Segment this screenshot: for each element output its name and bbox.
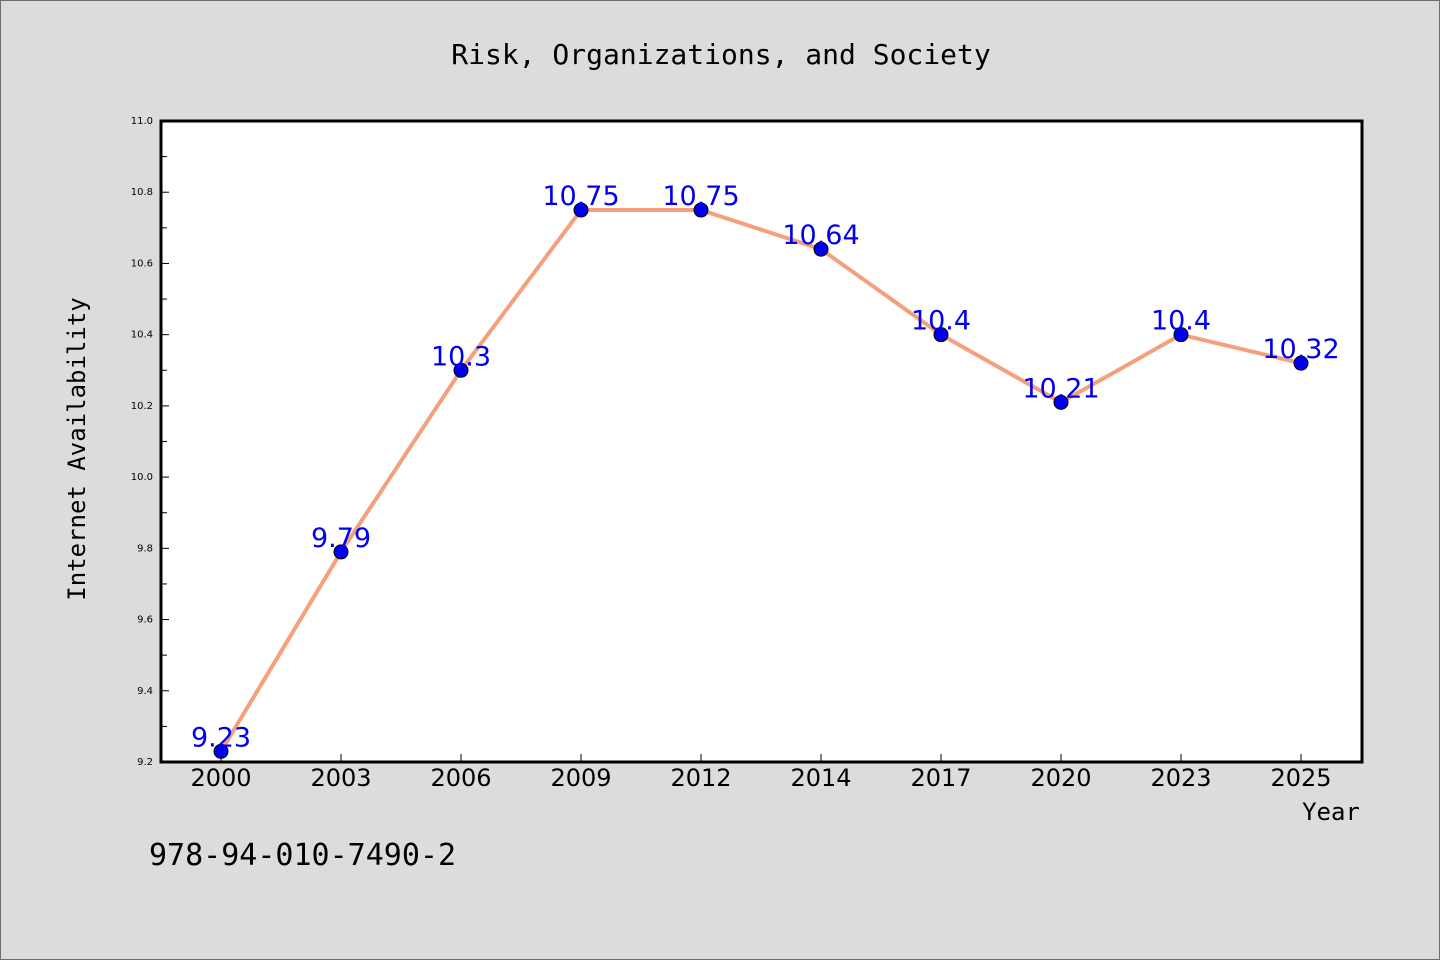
x-tick-label: 2017 (910, 764, 971, 792)
y-tick-label: 10.8 (131, 187, 153, 198)
isbn-footer: 978-94-010-7490-2 (149, 838, 456, 873)
data-label: 9.23 (191, 722, 251, 753)
data-label: 10.75 (542, 181, 619, 212)
data-label: 10.21 (1022, 373, 1099, 404)
data-label: 9.79 (311, 523, 371, 554)
x-tick-label: 2006 (430, 764, 491, 792)
y-axis: 9.2 9.4 9.6 9.8 10.0 10.2 10.4 10.6 10.8 11.0 (131, 116, 169, 768)
x-tick-label: 2020 (1030, 764, 1091, 792)
data-point (1173, 327, 1189, 343)
plot-frame (159, 119, 1364, 764)
data-markers (213, 202, 1309, 759)
data-point (813, 241, 829, 257)
data-point (1053, 394, 1069, 410)
x-tick-label: 2012 (670, 764, 731, 792)
y-tick-label: 9.6 (137, 615, 153, 626)
x-tick-label: 2003 (310, 764, 371, 792)
x-axis: 2000 2003 2006 2009 2012 2014 2017 2020 2023 2025 (190, 754, 1332, 792)
data-label: 10.4 (1151, 306, 1211, 337)
data-point (213, 743, 229, 759)
y-tick-label: 10.4 (131, 330, 153, 341)
data-label: 10.64 (782, 220, 859, 251)
data-point (933, 327, 949, 343)
y-axis-label: Internet Availability (63, 297, 91, 600)
data-point (453, 362, 469, 378)
y-tick-label: 9.8 (137, 543, 153, 554)
y-tick-label: 10.2 (131, 401, 153, 412)
y-tick-label: 10.6 (131, 258, 153, 269)
series-line (219, 208, 1302, 753)
y-tick-label: 9.4 (137, 686, 153, 697)
y-tick-label: 9.2 (137, 757, 153, 768)
x-tick-label: 2000 (190, 764, 251, 792)
data-label: 10.75 (662, 181, 739, 212)
x-axis-label: Year (1302, 798, 1360, 826)
x-tick-label: 2009 (550, 764, 611, 792)
data-point (1293, 355, 1309, 371)
data-labels: 9.23 9.79 10.3 10.75 10.75 10.64 10.4 10.21 10.4… (191, 181, 1340, 753)
data-point (333, 544, 349, 560)
y-tick-label: 10.0 (131, 472, 153, 483)
data-point (693, 202, 709, 218)
chart-title: Risk, Organizations, and Society (451, 38, 990, 71)
y-tick-label: 11.0 (131, 116, 153, 127)
x-tick-label: 2025 (1270, 764, 1331, 792)
x-tick-label: 2023 (1150, 764, 1211, 792)
plot-area (161, 121, 1362, 762)
x-tick-label: 2014 (790, 764, 851, 792)
data-label: 10.3 (431, 341, 491, 372)
data-point (573, 202, 589, 218)
data-label: 10.32 (1262, 334, 1339, 365)
data-label: 10.4 (911, 306, 971, 337)
